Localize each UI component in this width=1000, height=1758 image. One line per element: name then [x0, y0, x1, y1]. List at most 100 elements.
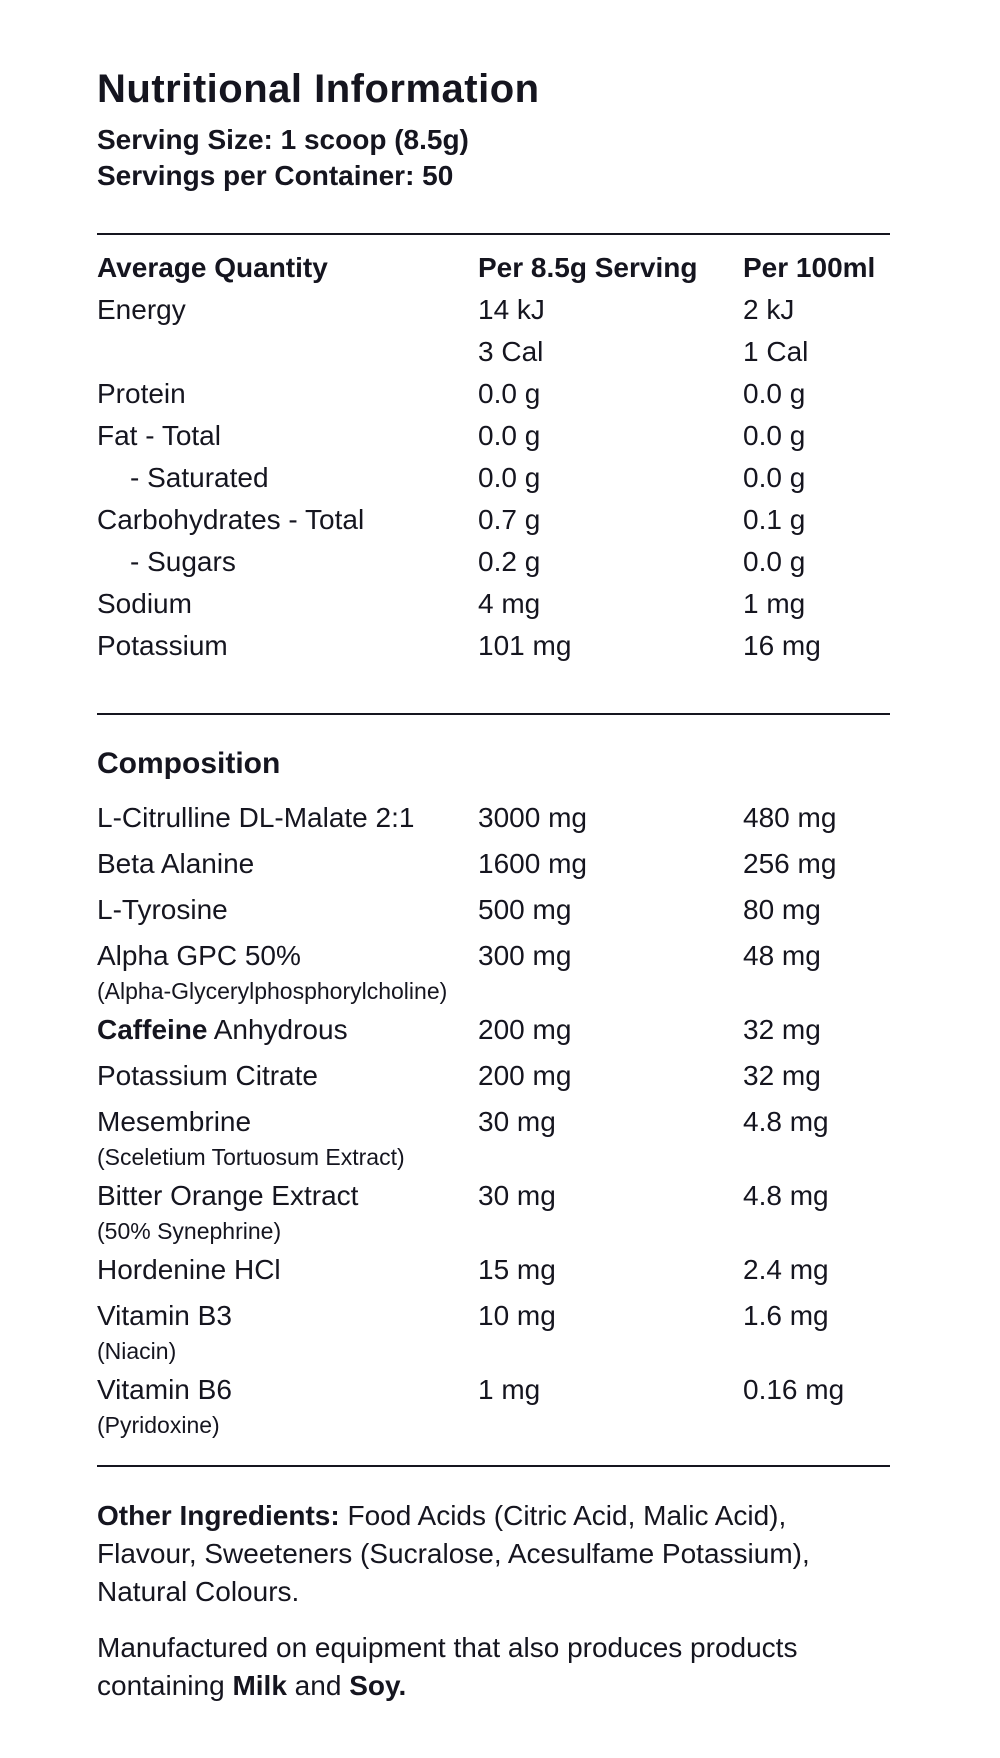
other-ingredients: Other Ingredients: Food Acids (Citric Ac…: [97, 1497, 890, 1611]
ingredient-label: Vitamin B6: [97, 1374, 232, 1405]
other-ingredients-text: Food Acids (Citric Acid, Malic Acid), Fl…: [97, 1500, 810, 1607]
table-header-row: Average Quantity Per 8.5g Serving Per 10…: [97, 247, 890, 289]
value-per-serving: 101 mg: [478, 630, 572, 661]
value-per-serving: 3 Cal: [478, 336, 544, 367]
ingredient-label-bold: Caffeine: [97, 1014, 208, 1045]
allergen-text-start: Manufactured on equipment that also prod…: [97, 1632, 798, 1701]
value-per-serving: 0.2 g: [478, 546, 541, 577]
value-per-serving: 200 mg: [478, 1014, 572, 1045]
composition-row-bitter-orange: Bitter Orange Extract 30 mg 4.8 mg (50% …: [97, 1175, 890, 1245]
value-per-serving: 30 mg: [478, 1106, 556, 1137]
value-per-serving: 0.0 g: [478, 378, 541, 409]
composition-row-mesembrine: Mesembrine 30 mg 4.8 mg (Sceletium Tortu…: [97, 1101, 890, 1171]
value-per-serving: 0.7 g: [478, 504, 541, 535]
value-per-serving: 300 mg: [478, 940, 572, 971]
value-per-100ml: 2.4 mg: [743, 1254, 829, 1285]
row-label: Energy: [97, 294, 186, 325]
value-per-serving: 0.0 g: [478, 420, 541, 451]
row-label: Potassium: [97, 630, 228, 661]
composition-row-vitamin-b3: Vitamin B3 10 mg 1.6 mg (Niacin): [97, 1295, 890, 1365]
value-per-100ml: 1 mg: [743, 588, 806, 619]
row-label: Carbohydrates - Total: [97, 504, 365, 535]
value-per-serving: 3000 mg: [478, 802, 587, 833]
row-label: Fat - Total: [97, 420, 221, 451]
ingredient-label: Caffeine Anhydrous: [97, 1009, 478, 1051]
ingredient-sub-label: (Alpha-Glycerylphosphorylcholine): [97, 978, 448, 1004]
value-per-100ml: 80 mg: [743, 894, 821, 925]
value-per-100ml: 4.8 mg: [743, 1106, 829, 1137]
value-per-100ml: 0.1 g: [743, 504, 806, 535]
composition-heading: Composition: [97, 747, 281, 780]
value-per-100ml: 0.0 g: [743, 462, 806, 493]
ingredient-label: L-Citrulline DL-Malate 2:1: [97, 802, 415, 833]
value-per-100ml: 4.8 mg: [743, 1180, 829, 1211]
composition-row-hordenine: Hordenine HCl 15 mg 2.4 mg: [97, 1249, 890, 1291]
ingredient-label-rest: Anhydrous: [207, 1014, 348, 1045]
divider-top: [97, 233, 890, 235]
composition-table: L-Citrulline DL-Malate 2:1 3000 mg 480 m…: [97, 797, 890, 1439]
table-row-fat-saturated: - Saturated 0.0 g 0.0 g: [97, 457, 890, 499]
composition-row-tyrosine: L-Tyrosine 500 mg 80 mg: [97, 889, 890, 931]
value-per-100ml: 256 mg: [743, 848, 837, 879]
value-per-100ml: 1 Cal: [743, 336, 809, 367]
value-per-serving: 15 mg: [478, 1254, 556, 1285]
composition-row-caffeine: Caffeine Anhydrous 200 mg 32 mg: [97, 1009, 890, 1051]
value-per-100ml: 480 mg: [743, 802, 837, 833]
header-average-quantity: Average Quantity: [97, 252, 328, 283]
servings-per-container: Servings per Container: 50: [97, 160, 454, 191]
table-row-energy: Energy 14 kJ 2 kJ: [97, 289, 890, 331]
row-label: - Saturated: [130, 462, 269, 493]
table-row-carbohydrates-total: Carbohydrates - Total 0.7 g 0.1 g: [97, 499, 890, 541]
serving-size: Serving Size: 1 scoop (8.5g): [97, 124, 469, 155]
allergen-soy: Soy.: [349, 1670, 407, 1701]
ingredient-label: Bitter Orange Extract: [97, 1180, 359, 1211]
divider-middle: [97, 713, 890, 715]
allergen-milk: Milk: [232, 1670, 287, 1701]
composition-row-alpha-gpc: Alpha GPC 50% 300 mg 48 mg (Alpha-Glycer…: [97, 935, 890, 1005]
ingredient-label: Mesembrine: [97, 1106, 252, 1137]
value-per-serving: 200 mg: [478, 1060, 572, 1091]
value-per-serving: 30 mg: [478, 1180, 556, 1211]
composition-row-citrulline: L-Citrulline DL-Malate 2:1 3000 mg 480 m…: [97, 797, 890, 839]
table-row-fat-total: Fat - Total 0.0 g 0.0 g: [97, 415, 890, 457]
other-ingredients-label: Other Ingredients:: [97, 1500, 340, 1531]
table-row-protein: Protein 0.0 g 0.0 g: [97, 373, 890, 415]
composition-row-potassium-citrate: Potassium Citrate 200 mg 32 mg: [97, 1055, 890, 1097]
ingredient-sub-label: (50% Synephrine): [97, 1218, 282, 1244]
value-per-100ml: 1.6 mg: [743, 1300, 829, 1331]
ingredient-label: L-Tyrosine: [97, 894, 228, 925]
value-per-serving: 4 mg: [478, 588, 541, 619]
header-per-serving: Per 8.5g Serving: [478, 252, 698, 283]
ingredient-label: Beta Alanine: [97, 848, 255, 879]
row-label: Sodium: [97, 588, 192, 619]
ingredient-label: Vitamin B3: [97, 1300, 232, 1331]
ingredient-label: Alpha GPC 50%: [97, 940, 301, 971]
value-per-serving: 1 mg: [478, 1374, 541, 1405]
value-per-serving: 0.0 g: [478, 462, 541, 493]
table-row-sodium: Sodium 4 mg 1 mg: [97, 583, 890, 625]
value-per-100ml: 0.16 mg: [743, 1374, 845, 1405]
value-per-100ml: 32 mg: [743, 1060, 821, 1091]
value-per-100ml: 16 mg: [743, 630, 821, 661]
value-per-100ml: 0.0 g: [743, 378, 806, 409]
ingredient-sub-label: (Pyridoxine): [97, 1412, 220, 1438]
value-per-100ml: 32 mg: [743, 1014, 821, 1045]
value-per-100ml: 48 mg: [743, 940, 821, 971]
composition-row-vitamin-b6: Vitamin B6 1 mg 0.16 mg (Pyridoxine): [97, 1369, 890, 1439]
value-per-100ml: 0.0 g: [743, 546, 806, 577]
allergen-text-middle: and: [286, 1670, 350, 1701]
table-row-energy-cal: 3 Cal 1 Cal: [97, 331, 890, 373]
ingredient-sub-label: (Niacin): [97, 1338, 177, 1364]
value-per-serving: 14 kJ: [478, 294, 545, 325]
value-per-serving: 500 mg: [478, 894, 572, 925]
ingredient-label: Hordenine HCl: [97, 1254, 281, 1285]
nutrition-table: Average Quantity Per 8.5g Serving Per 10…: [97, 247, 890, 667]
value-per-serving: 1600 mg: [478, 848, 587, 879]
divider-bottom: [97, 1465, 890, 1467]
page-title: Nutritional Information: [97, 67, 540, 111]
ingredient-label: Potassium Citrate: [97, 1060, 318, 1091]
table-row-potassium: Potassium 101 mg 16 mg: [97, 625, 890, 667]
header-per-100ml: Per 100ml: [743, 252, 876, 283]
value-per-100ml: 2 kJ: [743, 294, 795, 325]
